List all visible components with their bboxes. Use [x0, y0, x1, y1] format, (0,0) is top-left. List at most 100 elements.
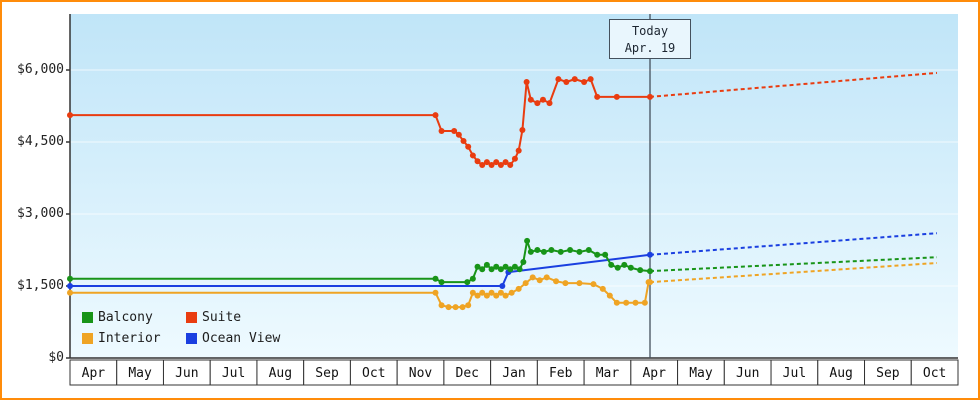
month-cell: [723, 359, 772, 386]
data-point-suite: [647, 93, 654, 100]
data-point-balcony: [594, 251, 601, 258]
data-point-suite: [502, 159, 509, 166]
data-point-suite: [479, 162, 486, 169]
legend-item-interior: Interior: [82, 331, 186, 346]
data-point-interior: [543, 274, 550, 281]
data-point-interior: [632, 299, 639, 306]
month-cell: [817, 359, 866, 386]
month-label: Apr: [642, 366, 666, 381]
legend-label-suite: Suite: [202, 310, 242, 325]
month-label: Sep: [315, 366, 339, 381]
data-point-suite: [519, 127, 526, 133]
today-marker-label: Today Apr. 19: [609, 19, 691, 59]
data-point-interior: [590, 281, 597, 288]
month-label: Jul: [222, 366, 245, 381]
data-point-balcony: [548, 247, 555, 253]
y-axis-label-0: $0: [48, 350, 64, 365]
month-cell: [209, 359, 258, 386]
data-point-suite: [594, 93, 601, 100]
data-point-interior: [515, 285, 522, 292]
y-axis-label-6000: $6,000: [17, 62, 64, 77]
month-cell: [583, 359, 632, 386]
month-label: Nov: [409, 366, 433, 381]
data-point-balcony: [585, 247, 592, 253]
data-point-balcony: [479, 266, 486, 273]
data-point-suite: [527, 96, 534, 103]
month-label: Sep: [876, 366, 900, 381]
data-point-balcony: [527, 248, 534, 255]
data-point-balcony: [67, 275, 73, 282]
month-label: Jan: [502, 366, 525, 381]
data-point-balcony: [534, 247, 541, 253]
legend-label-interior: Interior: [98, 331, 161, 346]
month-label: Oct: [362, 366, 385, 381]
data-point-balcony: [637, 267, 644, 274]
legend-label-ocean-view: Ocean View: [202, 331, 281, 346]
data-point-interior: [529, 274, 536, 281]
data-point-suite: [493, 159, 500, 166]
interior-swatch-icon: [82, 333, 93, 344]
data-point-balcony: [493, 263, 500, 270]
data-point-balcony: [511, 263, 518, 270]
data-point-suite: [613, 93, 620, 100]
data-point-balcony: [497, 266, 504, 273]
data-point-balcony: [488, 266, 495, 273]
data-point-interior: [502, 292, 509, 299]
data-point-suite: [469, 152, 476, 159]
data-point-balcony: [438, 279, 445, 286]
data-point-balcony: [608, 261, 615, 268]
data-point-suite: [460, 138, 467, 145]
month-cell: [349, 359, 398, 386]
data-point-suite: [465, 143, 472, 150]
data-point-balcony: [567, 247, 574, 253]
month-cell: [69, 359, 118, 386]
month-cell: [536, 359, 585, 386]
month-cell: [490, 359, 538, 386]
data-point-interior: [479, 289, 486, 296]
data-point-balcony: [474, 263, 481, 270]
plot-area: [70, 14, 958, 358]
month-cell: [864, 359, 912, 386]
y-axis-label-1500: $1,500: [17, 278, 64, 293]
month-label: Jul: [783, 366, 806, 381]
data-point-suite: [474, 158, 481, 165]
data-point-balcony: [621, 261, 628, 268]
data-point-balcony: [469, 275, 476, 282]
suite-swatch-icon: [186, 312, 197, 323]
data-point-interior: [562, 280, 569, 287]
ocean-view-swatch-icon: [186, 333, 197, 344]
data-point-suite: [563, 79, 570, 85]
data-point-interior: [508, 289, 515, 296]
month-cell: [303, 359, 351, 386]
legend: Balcony Suite Interior Ocean View: [82, 310, 280, 346]
data-point-interior: [641, 299, 648, 306]
data-point-balcony: [524, 237, 531, 244]
data-point-suite: [511, 155, 518, 162]
data-point-suite: [507, 162, 514, 169]
data-point-interior: [493, 292, 500, 299]
data-point-interior: [599, 285, 606, 292]
data-point-ocean-view: [499, 283, 506, 289]
data-point-balcony: [627, 264, 634, 271]
data-point-suite: [555, 76, 562, 83]
data-point-suite: [571, 76, 578, 83]
data-point-balcony: [432, 275, 439, 282]
month-label: Feb: [549, 366, 573, 381]
data-point-balcony: [576, 248, 583, 255]
legend-item-suite: Suite: [186, 310, 280, 325]
month-cell: [256, 359, 305, 386]
data-point-suite: [432, 112, 439, 119]
data-point-interior: [647, 279, 654, 286]
today-marker-line1: Today: [631, 23, 669, 38]
data-point-interior: [613, 299, 620, 306]
legend-label-balcony: Balcony: [98, 310, 153, 325]
data-point-suite: [539, 96, 546, 103]
month-cell: [396, 359, 445, 386]
data-point-balcony: [502, 263, 509, 270]
data-point-interior: [553, 278, 560, 285]
month-cell: [443, 359, 492, 386]
data-point-suite: [515, 147, 522, 154]
data-point-suite: [497, 162, 504, 169]
data-point-interior: [606, 292, 613, 299]
month-label: May: [689, 366, 713, 381]
